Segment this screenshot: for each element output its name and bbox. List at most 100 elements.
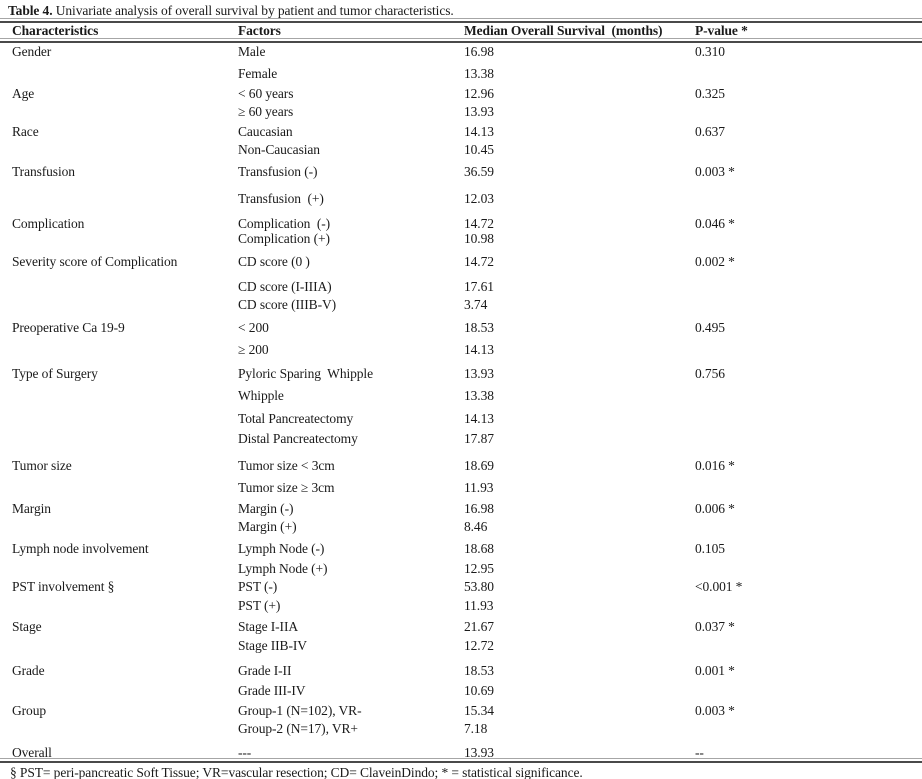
cell-p-value [695,682,922,702]
cell-factor: Distal Pancreatectomy [238,431,358,446]
table-row: CD score (IIIB-V) 3.74 [0,296,922,319]
table-row: Tumor size Tumor size < 3cm 18.69 0.016 * [0,457,922,479]
cell-p-value [695,560,922,578]
cell-factor: < 200 [238,320,269,335]
table-row: Gender Male 16.98 0.310 [0,43,922,65]
cell-factor: Female [238,66,278,81]
table-row: Severity score of Complication CD score (… [0,253,922,278]
cell-median-survival: 11.93 [464,598,494,613]
cell-factor: PST (-) [238,579,278,594]
cell-median-survival: 10.45 [464,142,494,157]
cell-characteristic [12,230,238,253]
cell-median-survival: 13.38 [464,66,494,81]
cell-median-survival: 10.98 [464,231,494,246]
cell-p-value [695,518,922,540]
table-header-row: Characteristics Factors Median Overall S… [0,23,922,38]
cell-p-value: 0.310 [695,44,725,59]
cell-p-value [695,103,922,123]
cell-median-survival: 18.53 [464,320,494,335]
cell-p-value [695,278,922,296]
table-row: CD score (I-IIIA) 17.61 [0,278,922,296]
cell-median-survival: 7.18 [464,721,488,736]
cell-characteristic: Race [12,124,39,139]
cell-characteristic: Type of Surgery [12,366,98,381]
cell-p-value [695,230,922,253]
table-row: Non-Caucasian 10.45 [0,141,922,163]
table-row: ≥ 200 14.13 [0,341,922,365]
table-row: ≥ 60 years 13.93 [0,103,922,123]
cell-factor: Complication (-) [238,216,331,231]
cell-characteristic: Margin [12,501,51,516]
cell-median-survival: 3.74 [464,297,488,312]
cell-p-value [695,296,922,319]
cell-factor: CD score (IIIB-V) [238,297,337,312]
cell-median-survival: 8.46 [464,519,488,534]
cell-factor: Margin (-) [238,501,294,516]
cell-characteristic: Group [12,703,46,718]
cell-factor: PST (+) [238,598,281,613]
column-header-p-value: P-value * [695,23,748,38]
cell-median-survival: 10.69 [464,683,494,698]
cell-p-value [695,141,922,163]
cell-characteristic: Gender [12,44,52,59]
cell-factor: Complication (+) [238,231,330,246]
cell-characteristic [12,518,238,540]
cell-p-value: 0.637 [695,124,725,139]
rule-below-header [0,38,922,43]
cell-p-value [695,410,922,430]
table-row: Transfusion Transfusion (-) 36.59 0.003 * [0,163,922,190]
cell-p-value: 0.006 * [695,501,735,516]
table-row: Age < 60 years 12.96 0.325 [0,85,922,103]
cell-characteristic: Tumor size [12,458,72,473]
table-row: Overall --- 13.93 -- [0,744,922,760]
cell-p-value [695,597,922,618]
cell-factor: Whipple [238,388,284,403]
cell-factor: Transfusion (+) [238,191,324,206]
table-caption-text: Univariate analysis of overall survival … [52,3,454,18]
cell-median-survival: 18.53 [464,663,494,678]
table-row: Lymph Node (+) 12.95 [0,560,922,578]
table-row: Complication Complication (-) 14.72 0.046 * [0,215,922,231]
cell-median-survival: 53.80 [464,579,494,594]
cell-characteristic: Grade [12,663,45,678]
cell-characteristic [12,560,238,578]
cell-factor: < 60 years [238,86,294,101]
table-row: Lymph node involvement Lymph Node (-) 18.6… [0,540,922,560]
rule-below-caption [0,18,922,23]
cell-p-value: <0.001 * [695,579,743,594]
cell-characteristic [12,682,238,702]
cell-median-survival: 13.93 [464,745,494,760]
cell-p-value: 0.495 [695,320,725,335]
column-header-median-overall-survival: Median Overall Survival (months) [464,23,663,38]
cell-median-survival: 12.95 [464,561,494,576]
cell-median-survival: 15.34 [464,703,494,718]
cell-factor: Group-1 (N=102), VR- [238,703,362,718]
table-caption-label: Table 4. [8,3,53,18]
cell-factor: ≥ 200 [238,342,269,357]
cell-characteristic [12,141,238,163]
cell-factor: Total Pancreatectomy [238,411,354,426]
cell-factor: Grade I-II [238,663,292,678]
table-body: Gender Male 16.98 0.310 Female 13.38 Age < 60 y… [0,43,922,760]
cell-characteristic [12,103,238,123]
cell-factor: Pyloric Sparing Whipple [238,366,373,381]
cell-p-value [695,387,922,410]
table-row: Tumor size ≥ 3cm 11.93 [0,479,922,500]
cell-characteristic [12,479,238,500]
cell-p-value [695,720,922,744]
cell-characteristic: Transfusion [12,164,75,179]
table-row: Total Pancreatectomy 14.13 [0,410,922,430]
cell-p-value: 0.105 [695,541,725,556]
cell-median-survival: 21.67 [464,619,494,634]
cell-characteristic [12,720,238,744]
cell-characteristic: PST involvement § [12,579,115,594]
cell-factor: Margin (+) [238,519,297,534]
table-row: Female 13.38 [0,65,922,85]
cell-p-value: 0.003 * [695,703,735,718]
cell-median-survival: 13.93 [464,366,494,381]
table-row: Stage IIB-IV 12.72 [0,637,922,662]
cell-p-value: -- [695,745,704,760]
cell-median-survival: 18.69 [464,458,494,473]
cell-factor: Tumor size ≥ 3cm [238,480,335,495]
